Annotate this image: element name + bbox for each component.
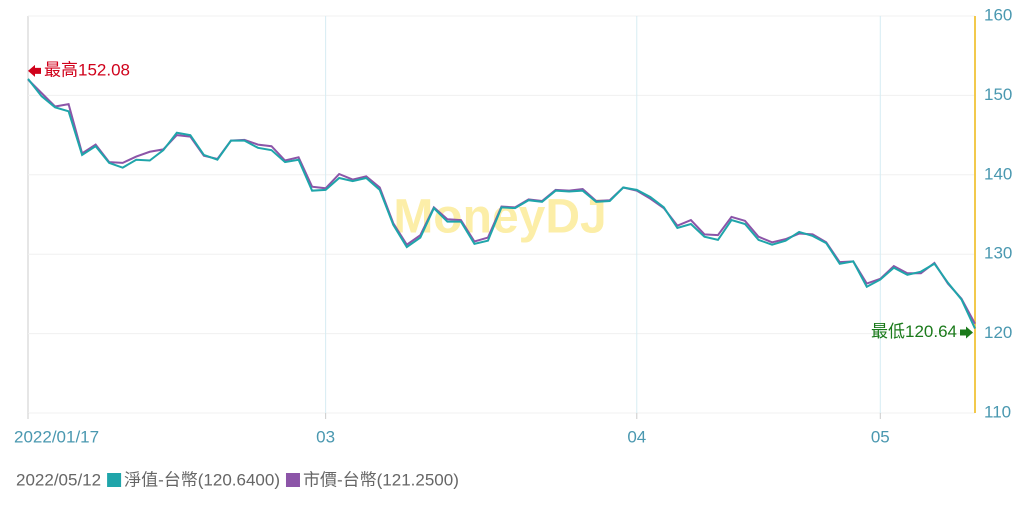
max-annotation: 最高152.08 [44, 60, 130, 79]
y-tick-label: 150 [984, 85, 1012, 104]
legend-label: 淨值-台幣(120.6400) [124, 470, 280, 489]
legend-label: 市價-台幣(121.2500) [303, 470, 459, 489]
legend-swatch [107, 473, 122, 487]
y-tick-label: 110 [984, 402, 1011, 421]
min-annotation: 最低120.64 [871, 322, 957, 341]
y-tick-label: 140 [984, 164, 1012, 183]
x-tick-label: 04 [627, 427, 646, 446]
y-tick-label: 160 [984, 5, 1012, 24]
x-tick-label: 05 [871, 427, 890, 446]
watermark: MoneyDJ [393, 191, 606, 244]
x-tick-label: 2022/01/17 [14, 427, 99, 446]
y-tick-label: 120 [984, 323, 1012, 342]
legend-swatch [285, 473, 300, 487]
x-tick-label: 03 [316, 427, 335, 446]
max-arrow [28, 64, 41, 77]
legend-date: 2022/05/12 [16, 470, 101, 489]
y-tick-label: 130 [984, 244, 1012, 263]
series-line [27, 78, 976, 329]
min-arrow [960, 326, 973, 339]
